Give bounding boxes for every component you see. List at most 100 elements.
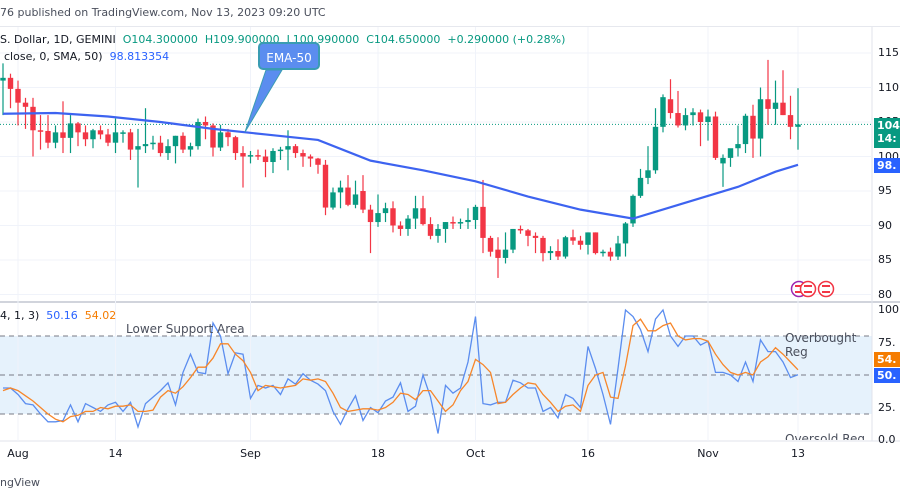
candle-body [15, 88, 21, 103]
time-tick-label: 14 [108, 447, 123, 460]
ema-50-callout[interactable]: EMA-50 [258, 42, 320, 70]
candle-body [592, 232, 599, 254]
candle-body [750, 115, 756, 139]
candle-body [30, 106, 36, 131]
rsi-d-badge: 54. [874, 352, 900, 367]
candle-body [472, 206, 479, 220]
change-value: +0.290000 (+0.28%) [447, 33, 566, 46]
candle-body [712, 116, 719, 158]
candle-body [450, 222, 456, 224]
candle-body [37, 130, 44, 132]
candle-body [330, 192, 336, 208]
candle-body [150, 142, 156, 145]
candle-body [795, 124, 801, 127]
candle-body [780, 102, 786, 116]
candle-body [660, 97, 666, 127]
candle-body [52, 132, 59, 143]
candle-body [217, 132, 224, 148]
close-value: C104.650000 [366, 33, 441, 46]
candle-body [270, 150, 276, 163]
candle-body [457, 222, 464, 224]
candle-body [0, 77, 6, 81]
candle-body [157, 142, 164, 154]
candle-body [90, 130, 96, 140]
header-divider [0, 26, 900, 27]
candle-body [675, 113, 681, 126]
candle-body [22, 102, 29, 107]
candle-body [645, 170, 651, 178]
candle-body [622, 223, 629, 244]
candle-body [735, 144, 741, 149]
open-value: O104.300000 [122, 33, 198, 46]
rsi-d-line [2, 318, 799, 423]
candle-body [555, 251, 561, 257]
candle-body [232, 137, 239, 154]
candle-body [195, 122, 201, 147]
candle-body [502, 249, 509, 258]
flag-stripe [795, 285, 803, 287]
candle-body [315, 158, 321, 165]
candle-body [765, 99, 771, 109]
candle-body [382, 208, 389, 214]
flag-stripe [822, 285, 830, 287]
candle-body [172, 135, 179, 147]
candle-body [787, 115, 794, 127]
price-tick-label: 110 [878, 80, 899, 94]
candle-body [727, 148, 734, 158]
candle-body [187, 146, 194, 150]
time-tick-label: Oct [465, 447, 486, 460]
candle-body [375, 213, 381, 223]
price-tick-label: 115 [878, 46, 899, 59]
candle-body [682, 115, 689, 126]
candle-body [540, 237, 546, 254]
candle-body [240, 153, 246, 157]
rsi-tick-label: 100 [878, 303, 899, 316]
time-tick-label: Aug [7, 447, 29, 460]
candle-body [352, 194, 359, 205]
last-price: 104 [877, 119, 900, 132]
candle-body [300, 153, 306, 157]
candle-body [247, 155, 254, 157]
rsi-d-value: 54.02 [84, 309, 117, 322]
candle-body [112, 132, 119, 143]
callout-pointer [244, 69, 283, 133]
oversold-label: Oversold Reg [785, 432, 866, 440]
symbol-name: S. Dollar, 1D, GEMINI [0, 33, 116, 46]
candle-body [510, 228, 516, 250]
candle-body [562, 237, 569, 257]
candle-body [480, 206, 486, 238]
candle-body [127, 132, 134, 150]
candle-body [210, 125, 216, 148]
time-tick-label: Sep [240, 447, 261, 460]
us-flag-event-icon [817, 280, 835, 298]
candle-body [615, 243, 621, 257]
candle-body [142, 144, 149, 147]
price-tick-label: 80 [878, 287, 892, 301]
candle-body [262, 156, 269, 163]
rsi-params: 4, 1, 3) [0, 309, 40, 322]
price-tick-label: 90 [878, 218, 892, 232]
candle-body [105, 134, 111, 143]
candle-body [547, 251, 554, 254]
candle-body [367, 209, 374, 223]
candle-body [82, 132, 89, 140]
ma-params: close, 0, SMA, 50) [4, 50, 103, 63]
flag-stripe [804, 285, 812, 287]
candle-body [285, 146, 291, 150]
ema-50-line [2, 111, 799, 220]
candle-body [180, 135, 186, 150]
candle-body [465, 219, 471, 223]
candle-body [525, 230, 531, 236]
candle-body [652, 126, 659, 171]
candle-body [225, 132, 231, 138]
candle-body [412, 208, 419, 219]
candle-body [435, 228, 441, 236]
flag-stripe [822, 291, 830, 293]
candle-body [322, 164, 329, 208]
candle-body [585, 232, 591, 245]
candle-body [772, 102, 779, 109]
time-tick-label: 13 [791, 447, 805, 460]
candle-body [397, 225, 404, 229]
candle-body [532, 235, 539, 238]
